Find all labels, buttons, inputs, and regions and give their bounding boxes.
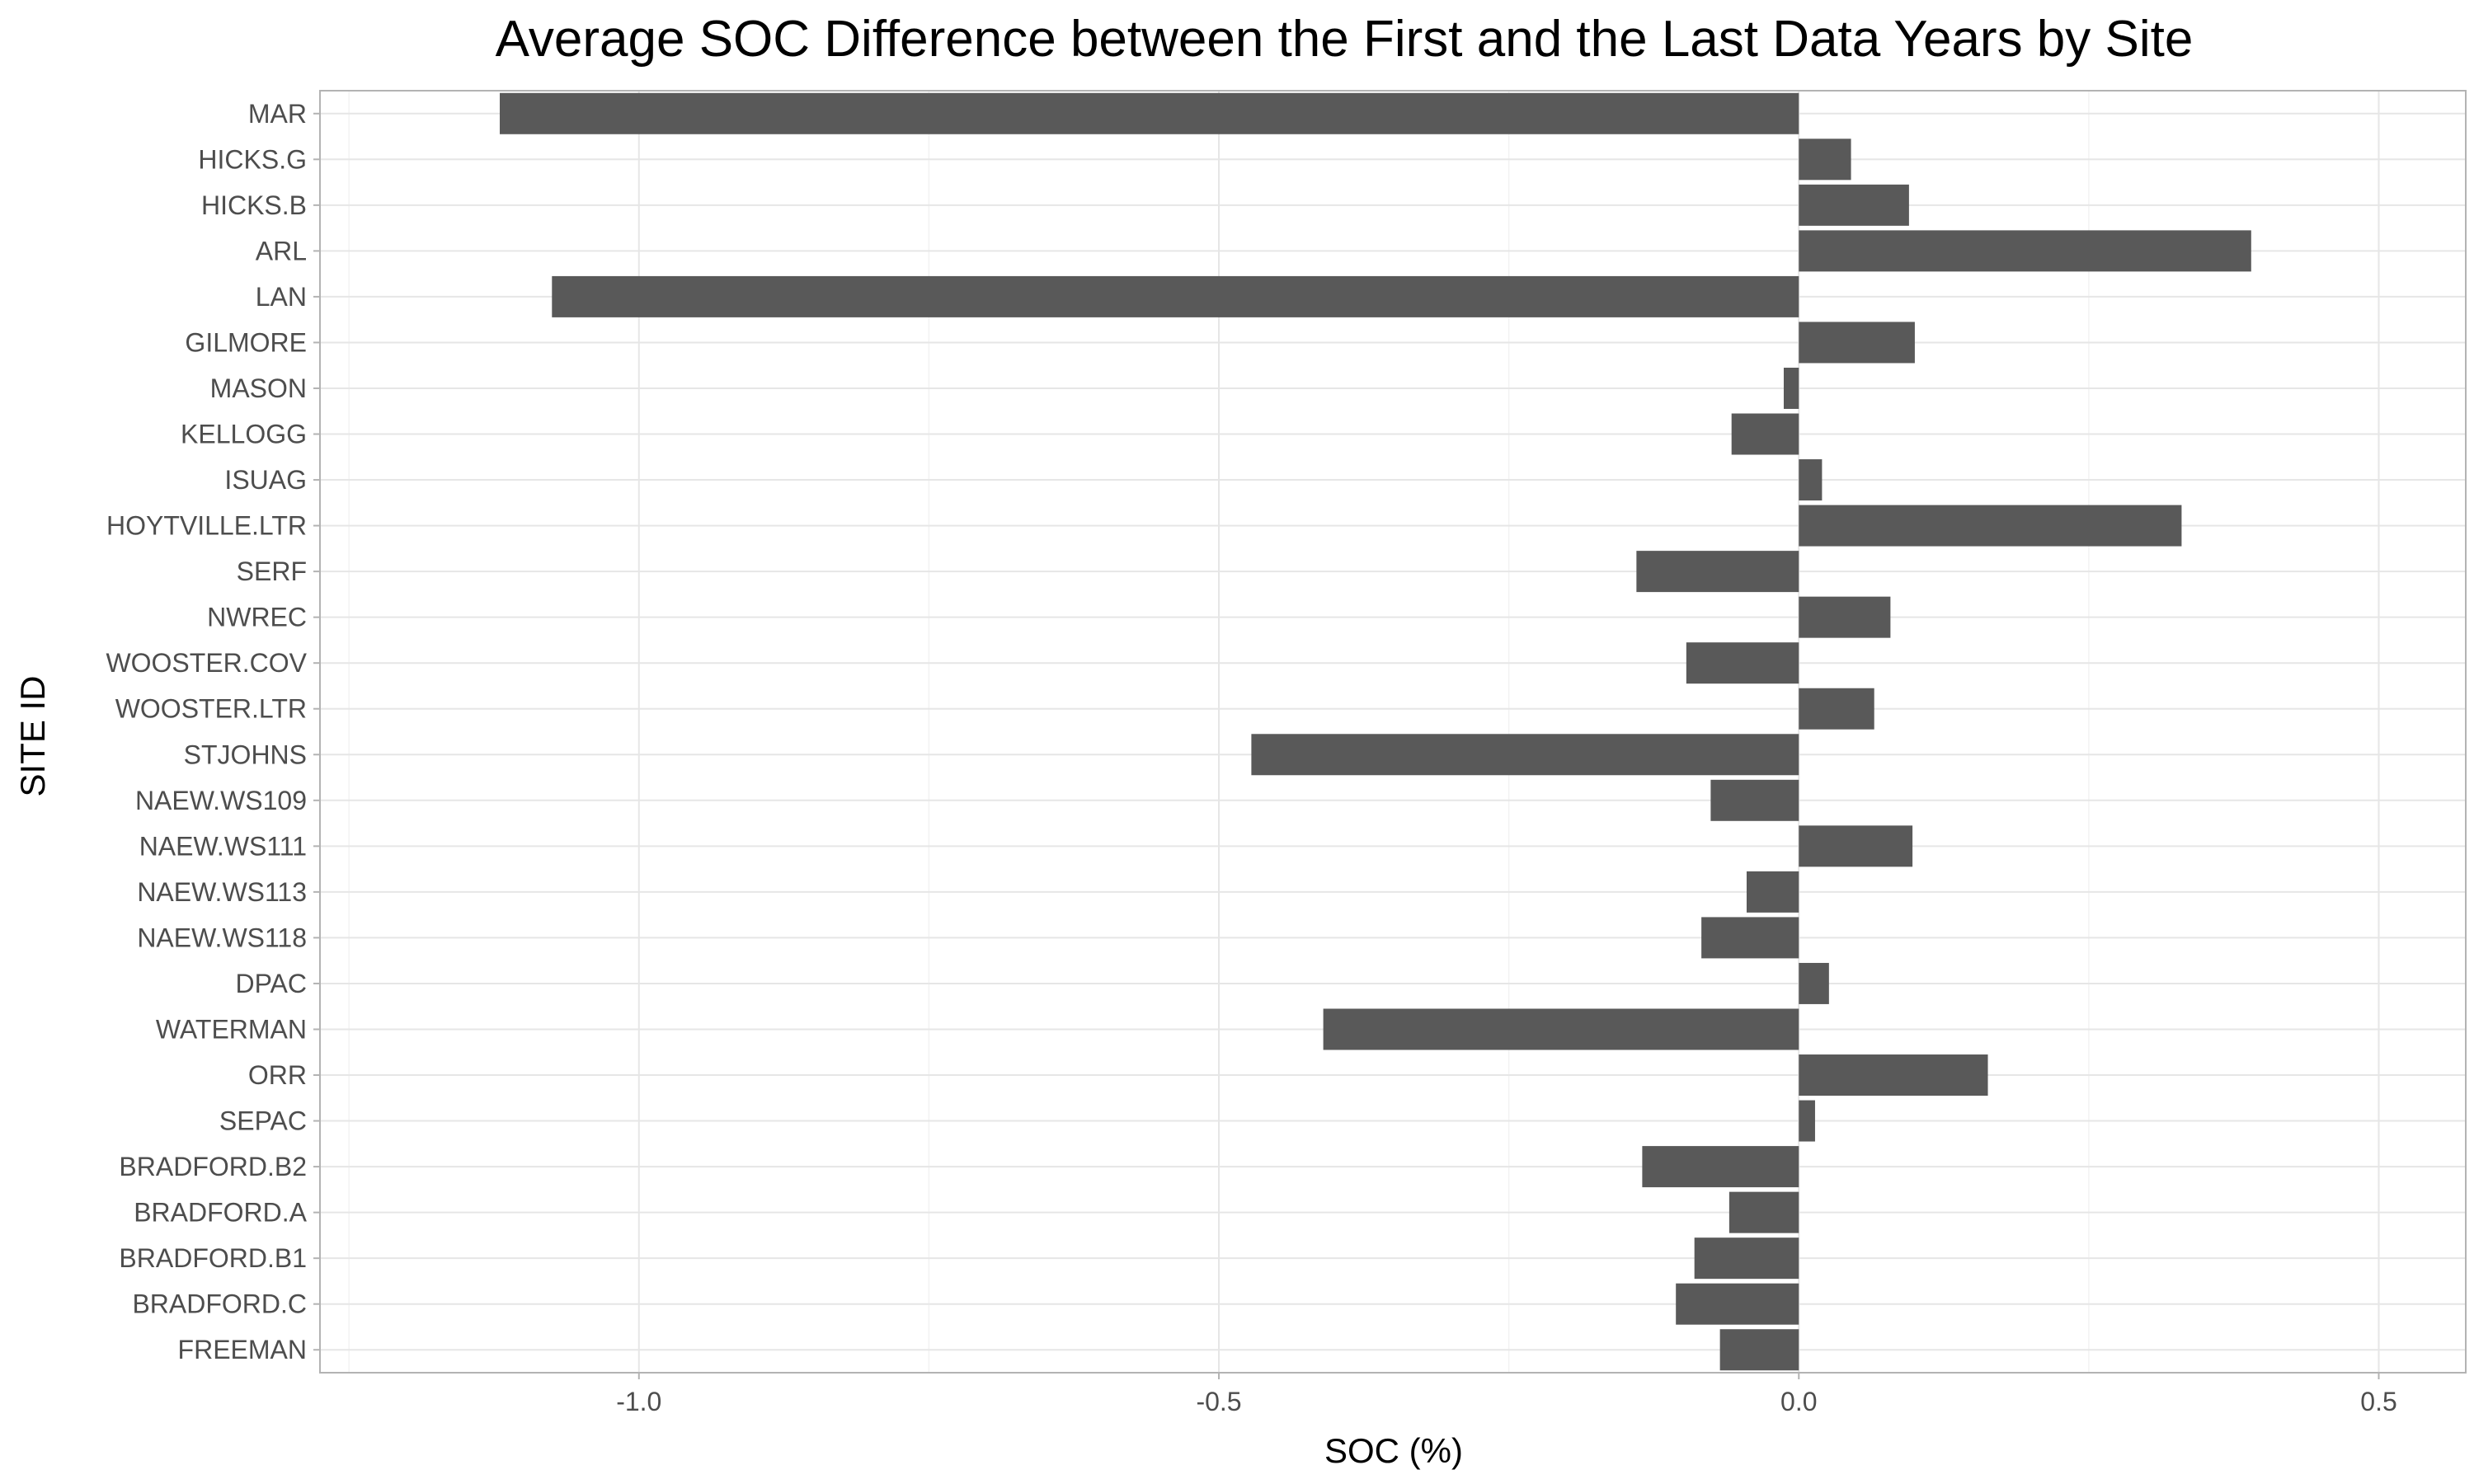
y-tick-label: WOOSTER.COV (106, 648, 307, 678)
y-tick-label: BRADFORD.A (134, 1198, 307, 1228)
bar-wooster-cov (1686, 642, 1799, 684)
y-tick-label: SEPAC (219, 1106, 307, 1136)
bar-lan (552, 275, 1799, 317)
bar-hicks-b (1799, 184, 1909, 226)
x-tick-label: -1.0 (616, 1387, 661, 1416)
bar-bradford-c (1676, 1283, 1799, 1325)
chart-title: Average SOC Difference between the First… (496, 11, 2194, 68)
plot-panel-border (319, 90, 2467, 1374)
bar-serf (1636, 551, 1799, 593)
y-tick-label: NAEW.WS111 (139, 831, 307, 861)
y-tick-label: BRADFORD.B1 (119, 1243, 307, 1273)
bar-mar (500, 92, 1799, 134)
y-tick-label: SERF (237, 556, 307, 586)
y-tick-label: LAN (256, 282, 307, 312)
y-tick-label: MAR (248, 99, 307, 129)
x-axis-title: SOC (%) (1324, 1431, 1463, 1470)
y-axis: MAR HICKS.G HICKS.B ARL LAN GILMORE MASON KELLO… (106, 99, 320, 1364)
y-tick-label: NWREC (207, 603, 307, 632)
bar-orr (1799, 1054, 1988, 1097)
y-axis-title: SITE ID (13, 675, 52, 796)
y-tick-label: FREEMAN (178, 1335, 307, 1364)
bar-kellogg (1731, 413, 1799, 455)
y-tick-label: WATERMAN (156, 1014, 307, 1044)
y-tick-label: NAEW.WS118 (137, 923, 307, 952)
bars-group (500, 92, 2251, 1371)
y-tick-label: NAEW.WS109 (135, 786, 307, 815)
bar-mason (1783, 367, 1799, 409)
bar-wooster-ltr (1799, 688, 1874, 730)
y-tick-label: ORR (248, 1060, 307, 1090)
y-tick-label: STJOHNS (184, 740, 307, 769)
bar-freeman (1719, 1329, 1799, 1371)
bar-hoytville-ltr (1799, 505, 2182, 547)
bar-sepac (1799, 1100, 1815, 1142)
y-tick-label: HICKS.B (201, 190, 307, 220)
y-tick-label: ARL (256, 236, 307, 265)
bar-naew-ws113 (1746, 871, 1799, 913)
bar-arl (1799, 230, 2251, 272)
bar-hicks-g (1799, 139, 1851, 181)
x-axis: -1.0 -0.5 0.0 0.5 (616, 1373, 2397, 1416)
bar-gilmore (1799, 322, 1915, 364)
y-tick-label: BRADFORD.B2 (119, 1152, 307, 1181)
bar-nwrec (1799, 596, 1891, 638)
bar-naew-ws109 (1710, 779, 1799, 821)
y-tick-label: NAEW.WS113 (137, 877, 307, 907)
x-tick-label: 0.0 (1780, 1387, 1817, 1416)
x-tick-label: 0.5 (2360, 1387, 2396, 1416)
y-tick-label: WOOSTER.LTR (115, 694, 307, 724)
y-tick-label: BRADFORD.C (132, 1289, 307, 1319)
y-tick-label: GILMORE (185, 327, 307, 357)
bar-bradford-a (1729, 1191, 1799, 1233)
y-tick-label: HICKS.G (198, 144, 307, 174)
bar-bradford-b1 (1694, 1237, 1799, 1280)
x-tick-label: -0.5 (1196, 1387, 1241, 1416)
bar-waterman (1323, 1008, 1799, 1050)
bar-stjohns (1251, 734, 1799, 776)
bar-naew-ws111 (1799, 825, 1913, 867)
bar-dpac (1799, 962, 1829, 1004)
y-tick-label: HOYTVILLE.LTR (106, 511, 307, 541)
y-tick-label: KELLOGG (181, 420, 307, 449)
y-tick-label: MASON (210, 373, 307, 403)
bar-naew-ws118 (1701, 917, 1799, 959)
y-tick-label: DPAC (235, 969, 307, 998)
bar-bradford-b2 (1642, 1146, 1799, 1188)
bar-isuag (1799, 459, 1823, 501)
y-tick-label: ISUAG (224, 465, 307, 495)
